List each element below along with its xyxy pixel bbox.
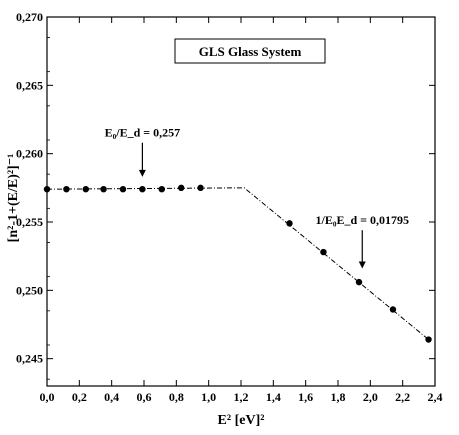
data-point [43,186,51,193]
y-tick-label: 0,260 [16,147,43,161]
x-tick-label: 2,0 [363,390,378,404]
y-tick-label: 0,245 [16,352,43,366]
x-tick-label: 1,2 [234,390,249,404]
data-point [119,186,127,193]
data-point [63,186,70,193]
annotations: E₀/E_d = 0,257 1/E₀E_d = 0,01795 [105,126,409,269]
data-point [139,186,146,193]
x-tick-label: 1,4 [266,390,281,404]
data-point [425,336,432,343]
y-tick-label: 0,255 [16,215,43,229]
x-tick-label: 1,8 [331,390,346,404]
data-point [355,278,363,286]
x-tick-label: 0,6 [137,390,152,404]
data-point [82,186,90,193]
x-tick-label: 2,4 [428,390,443,404]
data-points [43,184,432,343]
data-point [177,184,185,192]
title-box: GLS Glass System [174,38,326,64]
data-point [197,184,204,192]
x-tick-label: 1,6 [298,390,313,404]
data-point [389,306,397,313]
x-tick-label: 0,0 [40,390,55,404]
chart-title: GLS Glass System [199,44,302,59]
data-point [320,248,327,256]
data-point [286,220,293,227]
x-tick-label: 0,2 [72,390,87,404]
fit-line-path [46,187,429,340]
y-axis: 0,245 0,250 0,255 0,260 0,265 0,270 [16,10,435,380]
annotation-label: 1/E₀E_d = 0,01795 [316,213,409,227]
data-point [158,186,165,193]
annotation-arrow-head [138,169,146,177]
fit-line [46,187,429,340]
y-tick-label: 0,270 [16,10,43,24]
y-tick-label: 0,265 [16,78,43,92]
annotation-arrow-head [358,261,366,269]
x-tick-label: 0,4 [104,390,119,404]
x-tick-label: 1,0 [201,390,216,404]
y-tick-label: 0,250 [16,283,43,297]
x-axis-title: E² [eV]² [218,413,265,428]
plot-frame [46,16,436,387]
x-tick-label: 2,2 [395,390,410,404]
x-axis: 0,0 0,2 0,4 0,6 0,8 1,0 1,2 1,4 1,6 1,8 2,0 2,2 2,4 [40,17,443,404]
x-tick-label: 0,8 [169,390,184,404]
annotation-label: E₀/E_d = 0,257 [105,126,180,140]
data-point [100,186,107,193]
y-axis-title: [n²-1+(E/E)²]⁻¹ [6,154,21,243]
